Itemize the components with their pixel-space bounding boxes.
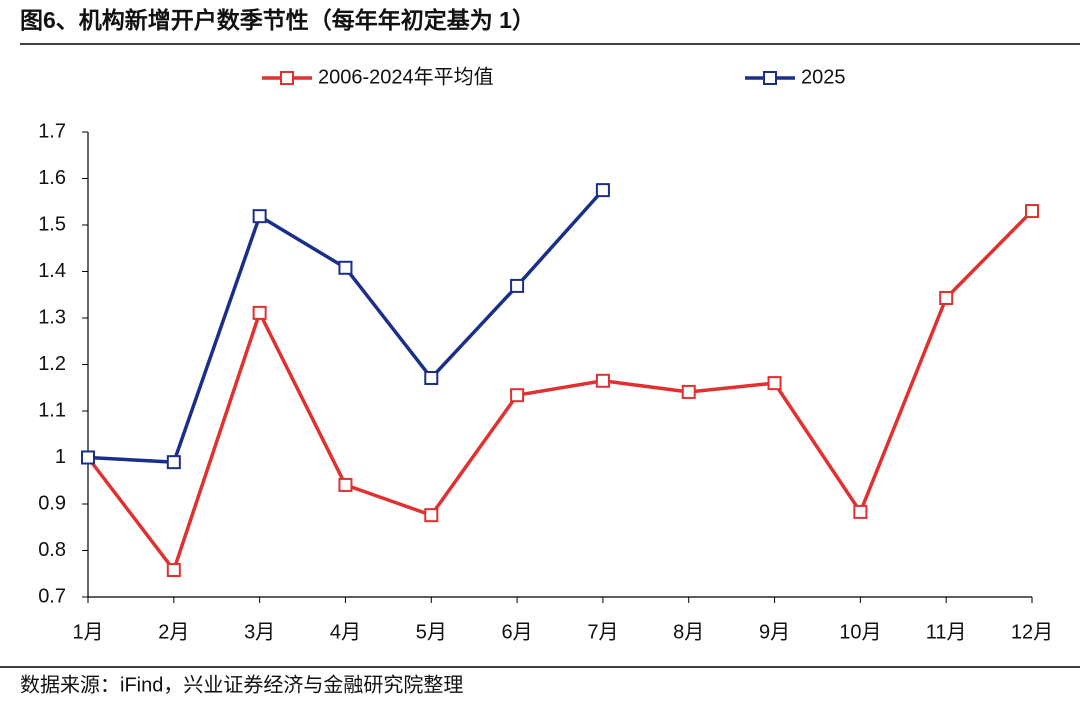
x-tick-label: 5月 bbox=[416, 621, 447, 643]
y-tick-label: 0.9 bbox=[38, 492, 66, 514]
point-marker bbox=[424, 508, 439, 523]
source-note: 数据来源：iFind，兴业证券经济与金融研究院整理 bbox=[20, 673, 463, 696]
x-tick-label: 7月 bbox=[587, 621, 618, 643]
y-tick-label: 1.4 bbox=[38, 260, 66, 282]
x-tick-label: 6月 bbox=[502, 621, 533, 643]
series-line bbox=[87, 188, 605, 464]
point-marker bbox=[166, 563, 181, 578]
point-marker bbox=[338, 260, 353, 275]
x-tick-label: 4月 bbox=[330, 621, 361, 643]
y-tick-label: 1 bbox=[55, 446, 66, 468]
y-tick-label: 0.8 bbox=[38, 539, 66, 561]
point-marker bbox=[681, 384, 696, 399]
y-tick-label: 1.6 bbox=[38, 167, 66, 189]
y-tick-label: 1.5 bbox=[38, 213, 66, 235]
point-marker bbox=[853, 504, 868, 519]
point-marker bbox=[166, 455, 181, 470]
y-tick-label: 1.3 bbox=[38, 306, 66, 328]
point-marker bbox=[595, 183, 610, 198]
y-tick-label: 1.1 bbox=[38, 399, 66, 421]
point-marker bbox=[81, 450, 95, 465]
x-tick-label: 10月 bbox=[839, 621, 881, 643]
x-tick-label: 2月 bbox=[158, 621, 189, 643]
point-marker bbox=[252, 305, 267, 320]
legend-marker bbox=[763, 71, 777, 85]
x-tick-label: 1月 bbox=[72, 621, 103, 643]
x-tick-label: 8月 bbox=[673, 621, 704, 643]
x-tick-label: 12月 bbox=[1011, 621, 1053, 643]
x-tick-label: 11月 bbox=[926, 621, 967, 643]
chart-title: 图6、机构新增开户数季节性（每年年初定基为 1） bbox=[20, 7, 535, 33]
point-marker bbox=[510, 278, 525, 293]
y-tick-label: 1.2 bbox=[38, 353, 66, 375]
y-tick-label: 0.7 bbox=[38, 585, 66, 607]
point-marker bbox=[510, 388, 525, 403]
point-marker bbox=[595, 373, 610, 388]
point-marker bbox=[338, 477, 353, 492]
legend-label: 2025 bbox=[801, 66, 846, 88]
x-tick-label: 3月 bbox=[244, 621, 275, 643]
point-marker bbox=[252, 209, 267, 224]
point-marker bbox=[424, 370, 439, 385]
y-tick-label: 1.7 bbox=[38, 120, 66, 142]
x-tick-label: 9月 bbox=[759, 621, 790, 643]
point-marker bbox=[1025, 204, 1039, 219]
series-line bbox=[86, 209, 1034, 574]
legend-label: 2006-2024年平均值 bbox=[318, 65, 494, 88]
point-marker bbox=[767, 376, 782, 391]
legend-marker bbox=[280, 71, 294, 85]
point-marker bbox=[939, 291, 954, 306]
